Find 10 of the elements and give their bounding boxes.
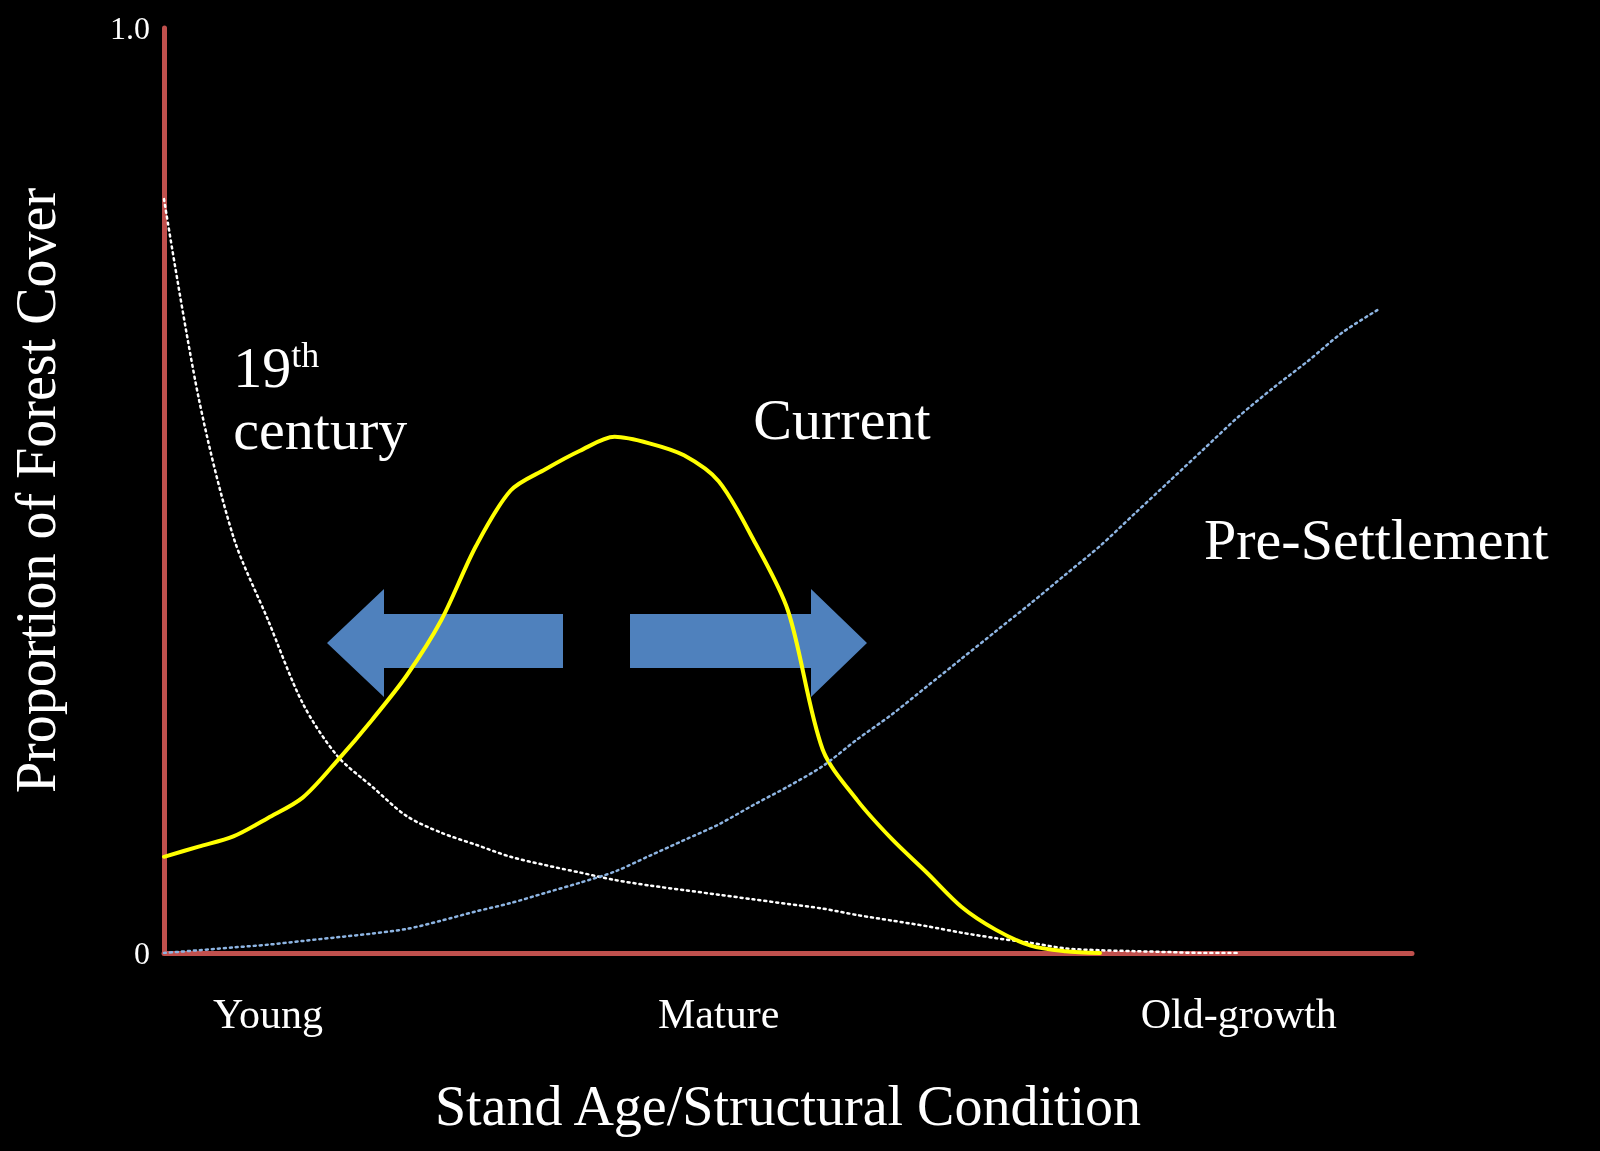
y-tick-label: 1.0 [110,10,150,46]
x-axis-title: Stand Age/Structural Condition [434,1075,1142,1137]
series-label: Pre-Settlement [1204,507,1549,572]
x-tick-label: Young [212,991,324,1037]
y-axis-title: Proportion of Forest Cover [5,187,67,794]
y-tick-label: 0 [134,935,150,971]
series-label: 19$^{th}$ century [233,334,408,463]
series-label: Current [753,386,931,452]
x-tick-label: Mature [658,991,780,1037]
x-tick-label: Old-growth [1140,991,1337,1037]
